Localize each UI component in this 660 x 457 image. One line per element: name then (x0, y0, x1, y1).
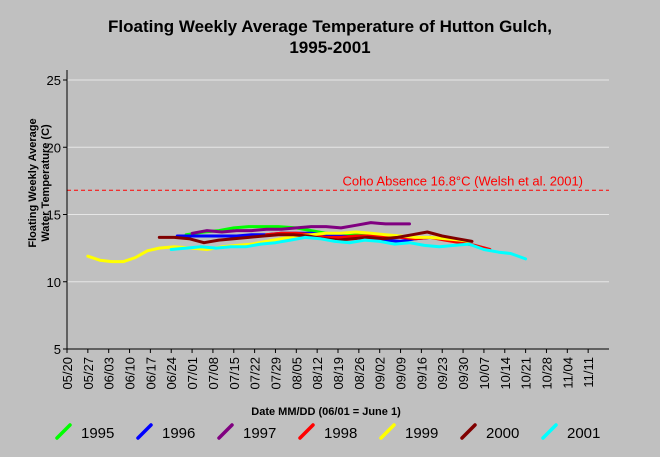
threshold: Coho Absence 16.8°C (Welsh et al. 2001) (67, 173, 609, 191)
x-tick-label: 07/08 (206, 357, 221, 390)
x-tick-label: 09/09 (394, 357, 409, 390)
x-tick-label: 11/04 (560, 357, 575, 389)
x-tick-label: 08/19 (331, 357, 346, 390)
series-line-2001 (169, 235, 528, 261)
x-tick-label: 07/29 (268, 357, 283, 390)
legend: 1995 1996 1997 1998 1999 2000 2001 (55, 423, 600, 442)
x-tick-label: 06/24 (164, 357, 179, 390)
legend-swatch-1996 (136, 423, 153, 440)
legend-label-1996: 1996 (162, 425, 195, 442)
legend-label-1997: 1997 (243, 425, 276, 442)
legend-swatch-1998 (298, 423, 315, 440)
x-tick-label: 07/01 (185, 357, 200, 390)
x-tick-label: 05/20 (60, 357, 75, 390)
legend-label-1998: 1998 (324, 425, 357, 442)
x-tick-label: 07/22 (248, 357, 263, 390)
legend-label-2000: 2000 (486, 425, 519, 442)
x-tick-label: 08/05 (289, 357, 304, 390)
legend-label-2001: 2001 (567, 425, 600, 442)
y-axis-title-line1: Floating Weekly Average (27, 118, 39, 247)
plot-background (67, 70, 609, 353)
y-tick-label: 10 (47, 275, 61, 290)
x-tick-label: 10/07 (477, 357, 492, 390)
y-axis-title-line2: Water Temperature (C) (40, 124, 52, 242)
legend-swatch-1997 (217, 423, 234, 440)
series-lines (86, 221, 528, 264)
legend-label-1995: 1995 (81, 425, 114, 442)
x-tick-label: 08/26 (352, 357, 367, 390)
x-tick-label: 10/21 (519, 357, 534, 390)
y-tick-label: 5 (54, 342, 61, 357)
x-tick-label: 06/10 (123, 357, 138, 390)
y-tick-label: 20 (47, 140, 61, 155)
y-tick-label: 15 (47, 208, 61, 223)
legend-swatch-1999 (379, 423, 396, 440)
threshold-label: Coho Absence 16.8°C (Welsh et al. 2001) (342, 173, 583, 188)
x-axis-title: Date MM/DD (06/01 = June 1) (251, 406, 401, 418)
x-tick-label: 06/17 (143, 357, 158, 390)
chart-title-line1: Floating Weekly Average Temperature of H… (108, 17, 552, 36)
x-tick-label: 09/30 (456, 357, 471, 390)
chart-title-line2: 1995-2001 (289, 38, 370, 57)
x-tick-label: 09/02 (373, 357, 388, 390)
x-tick-label: 08/12 (310, 357, 325, 390)
x-tick-label: 09/23 (435, 357, 450, 390)
legend-swatch-2001 (541, 423, 558, 440)
x-tick-label: 07/15 (227, 357, 242, 390)
legend-label-1999: 1999 (405, 425, 438, 442)
x-tick-label: 11/11 (581, 357, 596, 388)
x-tick-label: 06/03 (102, 357, 117, 390)
x-ticks: 05/20 05/27 06/03 06/10 06/17 06/24 07/01 07/08… (60, 349, 596, 390)
y-tick-label: 25 (47, 73, 61, 88)
y-ticks: 5 10 15 20 25 (47, 73, 67, 357)
legend-swatch-2000 (460, 423, 477, 440)
x-tick-label: 10/14 (498, 357, 513, 390)
series-line-1997 (190, 221, 411, 235)
x-tick-label: 10/28 (539, 357, 554, 390)
x-tick-label: 05/27 (81, 357, 96, 390)
x-tick-label: 09/16 (414, 357, 429, 390)
legend-swatch-1995 (55, 423, 72, 440)
